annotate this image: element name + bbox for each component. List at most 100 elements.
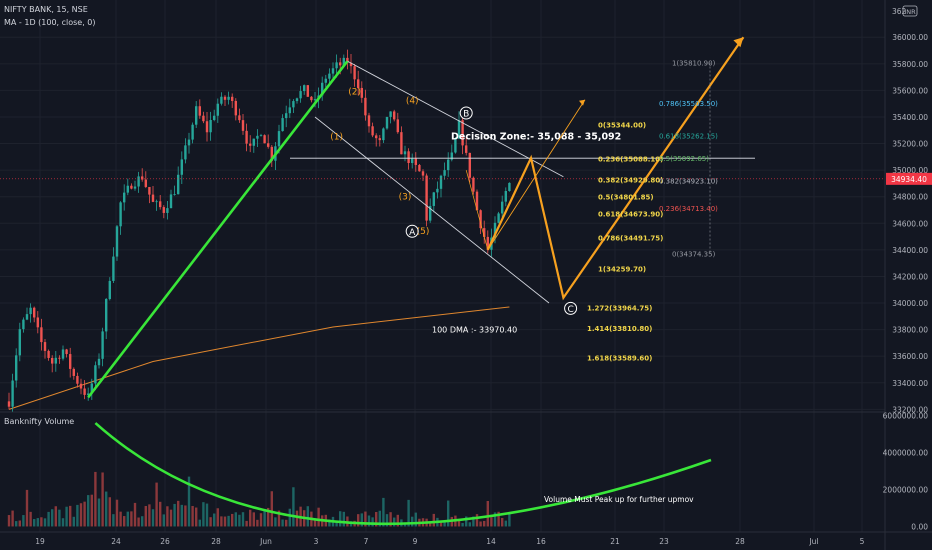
- time-tick-label: 5: [860, 537, 865, 546]
- price-tick-label: 34000.00: [892, 299, 928, 308]
- volume-bar: [105, 491, 108, 527]
- volume-bar: [177, 500, 180, 527]
- volume-bar: [144, 505, 147, 527]
- candle-body: [101, 331, 104, 359]
- candle-body: [137, 176, 140, 187]
- fib-down-label: 0.618(34673.90): [598, 210, 663, 218]
- candle-body: [173, 194, 176, 196]
- candle-body: [209, 119, 212, 133]
- ma-legend[interactable]: MA - 1D (100, close, 0): [4, 18, 96, 27]
- volume-note: Volume Must Peak up for further upmov: [544, 495, 694, 504]
- candle-body: [126, 185, 129, 193]
- volume-bar: [213, 513, 216, 527]
- candle-body: [169, 194, 173, 209]
- candle-body: [281, 118, 284, 132]
- candle-body: [267, 143, 270, 147]
- price-tick-label: 34600.00: [892, 219, 928, 228]
- candle-body: [288, 107, 291, 114]
- price-tick-label: 34200.00: [892, 272, 928, 281]
- candle-body: [306, 85, 309, 97]
- volume-bar: [256, 519, 259, 527]
- candle-body: [65, 349, 68, 355]
- candle-body: [497, 213, 500, 223]
- volume-bar: [33, 519, 36, 527]
- volume-bar: [155, 482, 158, 527]
- candle-body: [198, 106, 201, 116]
- volume-bar: [234, 512, 237, 527]
- time-tick-label: 7: [364, 537, 369, 546]
- candle-body: [349, 62, 353, 67]
- candle-body: [454, 138, 457, 153]
- volume-bar: [475, 514, 479, 527]
- time-tick-label: Jul: [808, 537, 818, 546]
- volume-bar: [148, 504, 151, 527]
- candle-body: [504, 191, 507, 202]
- candle-body: [295, 98, 299, 102]
- price-tick-label: 35600.00: [892, 86, 928, 95]
- candle-body: [177, 174, 180, 195]
- candle-body: [43, 342, 47, 351]
- candle-body: [421, 171, 425, 176]
- candle-body: [51, 357, 54, 364]
- candle-body: [241, 120, 245, 131]
- candle-body: [108, 280, 111, 300]
- volume-bar: [209, 517, 212, 527]
- candle-body: [360, 87, 363, 98]
- volume-bar: [187, 476, 191, 527]
- volume-title[interactable]: Banknifty Volume: [4, 417, 75, 426]
- candle-body: [403, 151, 407, 155]
- volume-bar: [483, 520, 486, 527]
- candle-body: [40, 327, 43, 343]
- symbol-title[interactable]: NIFTY BANK, 15, NSE: [4, 5, 88, 14]
- candle-body: [367, 115, 371, 127]
- volume-bar: [486, 500, 489, 527]
- candle-body: [328, 73, 331, 79]
- volume-bar: [79, 503, 83, 527]
- candle-body: [119, 202, 122, 227]
- volume-bar: [43, 518, 47, 527]
- volume-bar: [407, 499, 410, 527]
- fib-down-label: 0.786(34491.75): [598, 235, 663, 243]
- volume-bar: [493, 512, 497, 527]
- volume-tick-label: 0.00: [911, 522, 928, 531]
- volume-bar: [378, 510, 381, 527]
- fib-labels: 0(35344.00) 0.236(35088.10) 0.382(34929.80…: [587, 59, 718, 362]
- volume-bar: [97, 498, 101, 527]
- volume-bar: [51, 509, 54, 527]
- volume-bar: [443, 522, 446, 527]
- volume-bar: [191, 505, 194, 527]
- wave-label: (2): [348, 87, 361, 97]
- wave-label: C: [567, 305, 573, 315]
- candle-body: [202, 115, 205, 122]
- volume-pane: Volume Must Peak up for further upmov: [7, 422, 712, 527]
- volume-bar: [270, 491, 273, 527]
- volume-bar: [101, 472, 104, 527]
- candle-body: [205, 121, 209, 133]
- volume-curve: [94, 422, 712, 526]
- volume-bar: [159, 501, 162, 527]
- volume-bar: [439, 521, 443, 527]
- candle-body: [277, 131, 281, 147]
- candle-body: [231, 96, 234, 101]
- candle-body: [180, 159, 183, 175]
- candle-body: [141, 176, 144, 180]
- drawing-overlays[interactable]: Decision Zone:- 35,088 - 35,092 (1) (2) (3)…: [0, 36, 885, 399]
- candle-body: [382, 128, 385, 141]
- candle-body: [439, 175, 443, 189]
- candle-body: [429, 205, 432, 221]
- fib-down-label: 0.5(34801.85): [598, 193, 654, 201]
- candle-body: [299, 91, 302, 99]
- candle-body: [216, 103, 219, 116]
- volume-bar: [223, 516, 227, 527]
- volume-bar: [47, 511, 50, 527]
- candle-body: [465, 145, 468, 153]
- candle-body: [123, 192, 126, 203]
- volume-bar: [40, 517, 43, 527]
- fan-line: [465, 170, 489, 250]
- volume-bar: [457, 519, 461, 527]
- volume-bar: [76, 504, 79, 527]
- currency-box: [902, 5, 918, 17]
- candle-body: [396, 119, 399, 133]
